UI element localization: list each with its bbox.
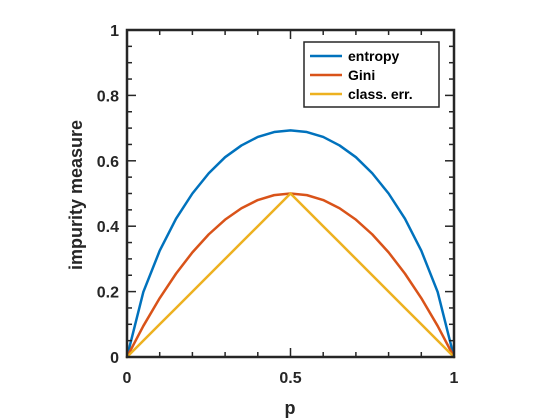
series-line-class-err xyxy=(125,192,456,359)
legend-label: class. err. xyxy=(348,86,413,102)
x-tick-label: 1 xyxy=(450,370,459,387)
legend-box xyxy=(303,41,440,108)
x-tick-label: 0 xyxy=(123,370,132,387)
series-line-entropy xyxy=(125,129,456,359)
y-tick-label: 0.8 xyxy=(97,88,119,105)
y-tick-label: 0.4 xyxy=(97,219,119,236)
y-tick-label: 0 xyxy=(110,350,119,367)
series-layer xyxy=(125,129,456,359)
y-tick-label: 0.6 xyxy=(97,154,119,171)
y-tick-label: 1 xyxy=(110,23,119,40)
x-axis-label: p xyxy=(285,398,296,418)
y-axis-label: impurity measure xyxy=(66,120,86,270)
legend-label: Gini xyxy=(348,67,375,83)
legend-label: entropy xyxy=(348,48,400,64)
y-tick-label: 0.2 xyxy=(97,285,119,302)
x-tick-label: 0.5 xyxy=(279,370,301,387)
legend: entropy Gini class. err. xyxy=(303,41,440,108)
axes-layer: 0 0.5 1 0 0.2 0.4 0.6 0.8 1 xyxy=(97,23,459,387)
